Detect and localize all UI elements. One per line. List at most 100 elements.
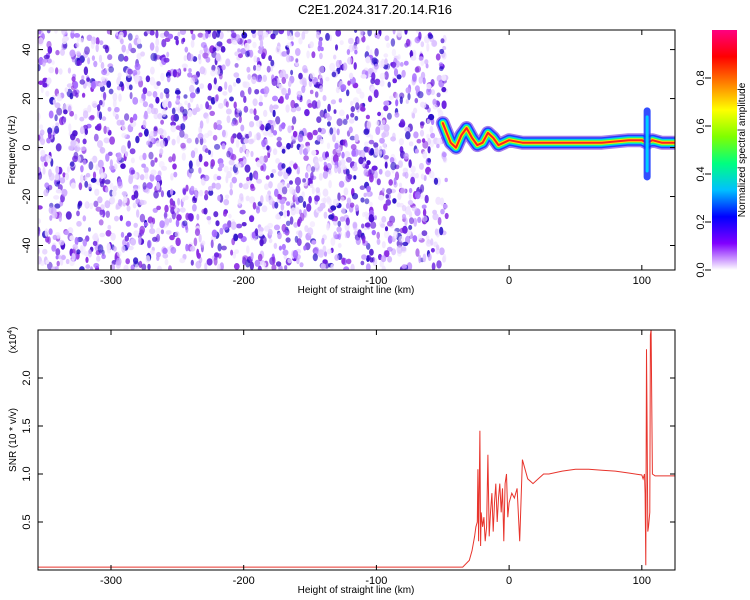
noise-cell bbox=[230, 221, 237, 230]
noise-cell bbox=[181, 63, 188, 69]
noise-cell bbox=[135, 135, 140, 144]
noise-cell bbox=[303, 155, 309, 162]
noise-cell bbox=[163, 57, 170, 63]
noise-cell bbox=[412, 49, 417, 58]
noise-cell bbox=[204, 262, 208, 270]
spectrogram-y-tick-label-0: -40 bbox=[21, 238, 33, 254]
noise-cell bbox=[226, 150, 231, 158]
noise-cell bbox=[143, 166, 149, 174]
noise-cell bbox=[142, 182, 147, 190]
noise-cell bbox=[241, 32, 248, 39]
noise-cell bbox=[43, 189, 49, 197]
noise-cell bbox=[415, 248, 420, 257]
noise-cell bbox=[183, 94, 188, 99]
noise-cell bbox=[371, 165, 378, 171]
noise-cell bbox=[424, 194, 429, 204]
noise-cell bbox=[260, 124, 265, 131]
noise-cell bbox=[374, 78, 381, 86]
noise-cell bbox=[159, 220, 165, 229]
noise-cell bbox=[401, 69, 406, 78]
noise-cell bbox=[307, 165, 311, 173]
noise-cell bbox=[149, 76, 155, 86]
noise-cell bbox=[138, 236, 142, 245]
noise-cell bbox=[376, 178, 381, 186]
noise-cell bbox=[368, 201, 373, 207]
noise-cell bbox=[309, 89, 314, 95]
noise-cell bbox=[218, 162, 225, 168]
noise-cell bbox=[331, 71, 337, 78]
noise-cell bbox=[52, 234, 58, 240]
noise-cell bbox=[97, 244, 104, 253]
noise-cell bbox=[87, 104, 92, 113]
snr-x-tick-label-2: -100 bbox=[365, 575, 387, 587]
noise-cell bbox=[195, 137, 199, 145]
noise-cell bbox=[275, 45, 282, 54]
noise-cell bbox=[149, 173, 155, 182]
noise-cell bbox=[190, 150, 196, 159]
noise-cell bbox=[114, 215, 119, 222]
noise-cell bbox=[365, 56, 371, 64]
noise-cell bbox=[38, 112, 41, 121]
noise-cell bbox=[408, 225, 413, 230]
noise-cell bbox=[234, 51, 240, 57]
noise-cell bbox=[174, 231, 180, 238]
noise-cell bbox=[152, 236, 158, 242]
noise-cell bbox=[311, 240, 317, 245]
noise-cell bbox=[281, 148, 286, 154]
noise-cell bbox=[143, 222, 149, 227]
noise-cell bbox=[142, 101, 148, 108]
noise-cell bbox=[147, 239, 152, 249]
noise-cell bbox=[38, 218, 41, 225]
colorbar-tick-label-4: 0.8 bbox=[695, 70, 707, 85]
noise-cell bbox=[84, 46, 90, 55]
noise-cell bbox=[440, 208, 445, 215]
noise-cell bbox=[55, 143, 62, 152]
noise-cell bbox=[93, 200, 99, 208]
noise-cell bbox=[422, 253, 427, 263]
noise-cell bbox=[306, 203, 312, 212]
noise-cell bbox=[239, 146, 243, 154]
noise-cell bbox=[160, 72, 165, 82]
noise-cell bbox=[210, 239, 214, 249]
noise-cell bbox=[378, 194, 385, 201]
noise-cell bbox=[275, 116, 281, 125]
noise-cell bbox=[54, 266, 59, 270]
noise-cell bbox=[146, 182, 153, 190]
noise-cell bbox=[101, 116, 107, 121]
noise-cell bbox=[175, 38, 179, 46]
noise-cell bbox=[286, 47, 290, 55]
noise-cell bbox=[187, 102, 191, 109]
noise-cell bbox=[393, 68, 399, 77]
noise-cell bbox=[291, 116, 297, 125]
noise-cell bbox=[296, 238, 302, 247]
noise-cell bbox=[389, 157, 395, 164]
noise-cell bbox=[89, 114, 95, 120]
noise-cell bbox=[160, 229, 164, 235]
noise-cell bbox=[158, 161, 165, 168]
noise-cell bbox=[232, 251, 237, 259]
noise-cell bbox=[437, 217, 442, 226]
noise-cell bbox=[156, 205, 162, 211]
noise-cell bbox=[249, 261, 254, 270]
noise-cell bbox=[338, 59, 342, 66]
noise-cell bbox=[198, 233, 202, 243]
noise-cell bbox=[52, 99, 56, 105]
noise-cell bbox=[408, 187, 413, 194]
noise-cell bbox=[441, 152, 447, 158]
noise-cell bbox=[74, 113, 78, 121]
noise-cell bbox=[436, 244, 440, 251]
noise-cell bbox=[279, 72, 284, 78]
noise-cell bbox=[283, 254, 287, 260]
noise-cell bbox=[326, 248, 332, 255]
noise-cell bbox=[217, 263, 221, 270]
noise-cell bbox=[48, 66, 55, 74]
noise-cell bbox=[361, 223, 365, 229]
noise-cell bbox=[299, 78, 305, 85]
noise-cell bbox=[297, 133, 304, 143]
noise-cell bbox=[212, 30, 217, 40]
noise-cell bbox=[168, 265, 172, 270]
noise-cell bbox=[91, 81, 96, 90]
noise-cell bbox=[140, 51, 146, 57]
noise-cell bbox=[95, 43, 99, 53]
noise-cell bbox=[137, 38, 142, 45]
